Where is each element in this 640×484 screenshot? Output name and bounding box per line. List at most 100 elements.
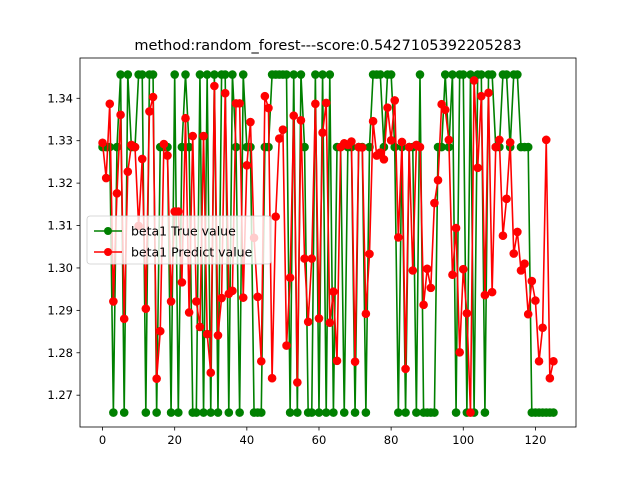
x-tick-label: 0 [99,433,106,447]
series-2-point [434,176,442,184]
series-2-point [524,310,532,318]
series-1-point [387,71,395,79]
y-tick-label: 1.34 [47,91,73,105]
series-2-point [145,107,153,115]
series-2-point [384,104,392,112]
series-1-point [124,71,132,79]
series-1-point [481,409,489,417]
y-tick-label: 1.29 [47,303,73,317]
series-2-point [156,327,164,335]
y-tick-label: 1.30 [47,261,73,275]
series-2-point [362,310,370,318]
series-2-point [210,82,218,90]
series-1-point [315,409,323,417]
series-1-point [416,71,424,79]
series-2-point [196,323,204,331]
series-1-point [448,71,456,79]
series-2-point [283,342,291,350]
y-tick-label: 1.33 [47,134,73,148]
series-2-point [293,378,301,386]
series-2-point [441,106,449,114]
series-2-point [358,143,366,151]
series-2-point [546,374,554,382]
x-tick-label: 100 [452,433,474,447]
series-1-point [225,409,233,417]
y-tick-label: 1.27 [47,388,73,402]
series-2-point [466,409,474,417]
series-1-point [477,71,485,79]
series-1-point [351,409,359,417]
series-2-point [423,265,431,273]
series-1-point [362,409,370,417]
series-2-point [182,114,190,122]
series-2-point [510,250,518,258]
series-2-point [214,331,222,339]
x-tick-label: 60 [312,433,327,447]
series-1-point [311,71,319,79]
series-2-point [347,138,355,146]
x-tick-label: 80 [384,433,399,447]
series-2-point [297,116,305,124]
series-1-point [283,71,291,79]
legend-marker-1 [104,227,112,235]
series-2-point [503,195,511,203]
series-2-point [279,126,287,134]
series-1-point [286,409,294,417]
series-2-point [398,138,406,146]
series-1-point [394,409,402,417]
series-1-point [503,71,511,79]
series-2-point [99,139,107,147]
series-1-point [326,71,334,79]
series-1-point [109,409,117,417]
series-1-point [167,409,175,417]
series-2-point [254,293,262,301]
series-2-point [109,297,117,305]
series-1-point [297,71,305,79]
x-tick-label: 120 [524,433,546,447]
series-2-point [499,232,507,240]
series-2-point [185,308,193,316]
series-2-point [549,357,557,365]
y-tick-label: 1.32 [47,176,73,190]
series-1-point [488,71,496,79]
series-1-point [182,71,190,79]
series-1-point [549,409,557,417]
series-1-point [221,71,229,79]
series-2-point [402,365,410,373]
series-2-point [218,294,226,302]
series-2-point [286,274,294,282]
series-2-point [492,143,500,151]
series-2-point [326,319,334,327]
series-1-point [149,71,157,79]
series-2-point [506,138,514,146]
series-1-point [402,409,410,417]
series-2-point [391,96,399,104]
series-2-point [531,297,539,305]
series-2-point [474,164,482,172]
series-2-point [257,357,265,365]
series-2-point [203,330,211,338]
series-1-point [376,71,384,79]
series-1-point [200,409,208,417]
series-1-point [459,71,467,79]
series-2-point [477,92,485,100]
series-2-point [163,152,171,160]
series-2-point [405,143,413,151]
series-2-point [333,357,341,365]
series-1-point [228,71,236,79]
series-2-point [329,288,337,296]
series-2-point [308,255,316,263]
series-1-point [322,409,330,417]
series-1-point [340,409,348,417]
series-2-point [275,135,283,143]
series-2-point [535,357,543,365]
legend-marker-2 [104,248,112,256]
series-2-point [261,92,269,100]
series-2-point [488,288,496,296]
series-2-point [138,155,146,163]
series-1-point [192,409,200,417]
legend: beta1 True value beta1 Predict value [87,216,271,264]
series-2-point [192,297,200,305]
series-2-point [445,136,453,144]
